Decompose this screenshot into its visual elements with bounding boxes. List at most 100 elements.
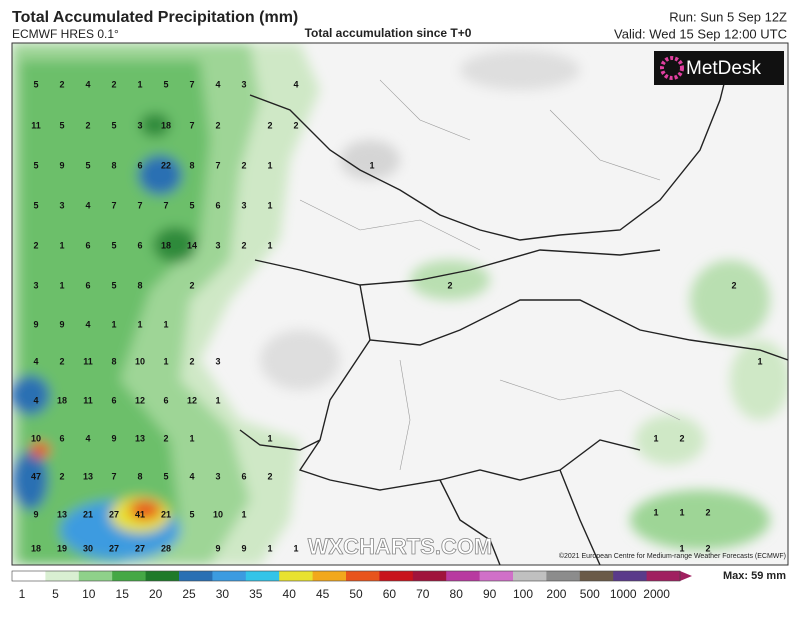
- grid-value: 19: [57, 543, 67, 553]
- grid-value: 28: [161, 543, 171, 553]
- colorbar-label: 45: [316, 587, 330, 601]
- point-value: 1: [653, 433, 658, 443]
- grid-value: 7: [189, 79, 194, 89]
- grid-value: 18: [161, 120, 171, 130]
- grid-value: 5: [33, 160, 38, 170]
- grid-value: 1: [267, 200, 272, 210]
- grid-value: 5: [59, 120, 64, 130]
- colorbar-swatch: [145, 571, 180, 581]
- run: Run: Sun 5 Sep 12Z: [669, 9, 787, 24]
- grid-value: 11: [83, 356, 93, 366]
- grid-value: 2: [215, 120, 220, 130]
- colorbar-swatch: [279, 571, 314, 581]
- grid-value: 2: [189, 356, 194, 366]
- grid-value: 3: [215, 356, 220, 366]
- grid-value: 8: [137, 471, 142, 481]
- grid-value: 4: [293, 79, 298, 89]
- grid-value: 4: [85, 79, 90, 89]
- grid-value: 21: [161, 509, 171, 519]
- grid-value: 18: [57, 395, 67, 405]
- grid-value: 27: [135, 543, 145, 553]
- colorbar-label: 60: [383, 587, 397, 601]
- grid-value: 6: [163, 395, 168, 405]
- grid-value: 3: [215, 471, 220, 481]
- grid-value: 1: [267, 543, 272, 553]
- grid-value: 1: [59, 240, 64, 250]
- grid-value: 6: [137, 160, 142, 170]
- colorbar-swatch: [112, 571, 147, 581]
- grid-value: 7: [163, 200, 168, 210]
- colorbar-label: 70: [416, 587, 430, 601]
- grid-value: 3: [215, 240, 220, 250]
- colorbar-swatch: [513, 571, 547, 581]
- grid-value: 4: [85, 319, 90, 329]
- grid-value: 6: [59, 433, 64, 443]
- model: ECMWF HRES 0.1°: [12, 27, 119, 41]
- colorbar-swatch: [579, 571, 614, 581]
- colorbar-label: 15: [116, 587, 130, 601]
- grid-value: 27: [109, 543, 119, 553]
- colorbar-label: 2000: [643, 587, 670, 601]
- colorbar-swatch: [179, 571, 213, 581]
- grid-value: 1: [267, 433, 272, 443]
- point-value: 1: [653, 507, 658, 517]
- grid-value: 6: [241, 471, 246, 481]
- point-value: 2: [679, 433, 684, 443]
- colorbar-swatch: [479, 571, 514, 581]
- colorbar-swatch: [613, 571, 648, 581]
- colorbar-swatch: [245, 571, 280, 581]
- grid-value: 2: [59, 356, 64, 366]
- grid-value: 9: [241, 543, 246, 553]
- colorbar-arrow: [680, 571, 692, 581]
- grid-value: 27: [109, 509, 119, 519]
- grid-value: 3: [33, 280, 38, 290]
- grid-value: 10: [213, 509, 223, 519]
- grid-value: 3: [241, 79, 246, 89]
- grid-value: 13: [83, 471, 93, 481]
- colorbar-swatch: [412, 571, 447, 581]
- grid-value: 10: [31, 433, 41, 443]
- grid-value: 2: [59, 471, 64, 481]
- colorbar-swatch: [212, 571, 247, 581]
- grid-value: 1: [137, 319, 142, 329]
- grid-value: 2: [267, 120, 272, 130]
- grid-value: 1: [267, 160, 272, 170]
- grid-value: 2: [189, 280, 194, 290]
- colorbar-swatch: [546, 571, 581, 581]
- grid-value: 47: [31, 471, 41, 481]
- colorbar-swatch: [379, 571, 414, 581]
- grid-value: 6: [85, 280, 90, 290]
- grid-value: 2: [267, 471, 272, 481]
- grid-value: 8: [137, 280, 142, 290]
- colorbar-swatch: [646, 571, 681, 581]
- colorbar-label: 20: [149, 587, 163, 601]
- grid-value: 5: [189, 509, 194, 519]
- grid-value: 1: [137, 79, 142, 89]
- grid-value: 4: [33, 395, 38, 405]
- point-value: 2: [731, 280, 736, 290]
- point-value: 2: [447, 280, 452, 290]
- grid-value: 12: [187, 395, 197, 405]
- grid-value: 1: [215, 395, 220, 405]
- grid-value: 9: [33, 319, 38, 329]
- grid-value: 5: [111, 240, 116, 250]
- colorbar-label: 80: [450, 587, 464, 601]
- grid-value: 5: [163, 79, 168, 89]
- colorbar-label: 35: [249, 587, 263, 601]
- grid-value: 9: [59, 319, 64, 329]
- grid-value: 5: [33, 79, 38, 89]
- valid: Valid: Wed 15 Sep 12:00 UTC: [614, 26, 787, 41]
- colorbar-swatch: [45, 571, 80, 581]
- grid-value: 1: [111, 319, 116, 329]
- copyright: ©2021 European Centre for Medium-range W…: [559, 552, 786, 560]
- colorbar-label: 30: [216, 587, 230, 601]
- grid-value: 9: [33, 509, 38, 519]
- grid-value: 1: [163, 356, 168, 366]
- grid-value: 8: [189, 160, 194, 170]
- grid-value: 1: [241, 509, 246, 519]
- colorbar-label: 100: [513, 587, 533, 601]
- grid-value: 1: [59, 280, 64, 290]
- grid-value: 22: [161, 160, 171, 170]
- grid-value: 5: [189, 200, 194, 210]
